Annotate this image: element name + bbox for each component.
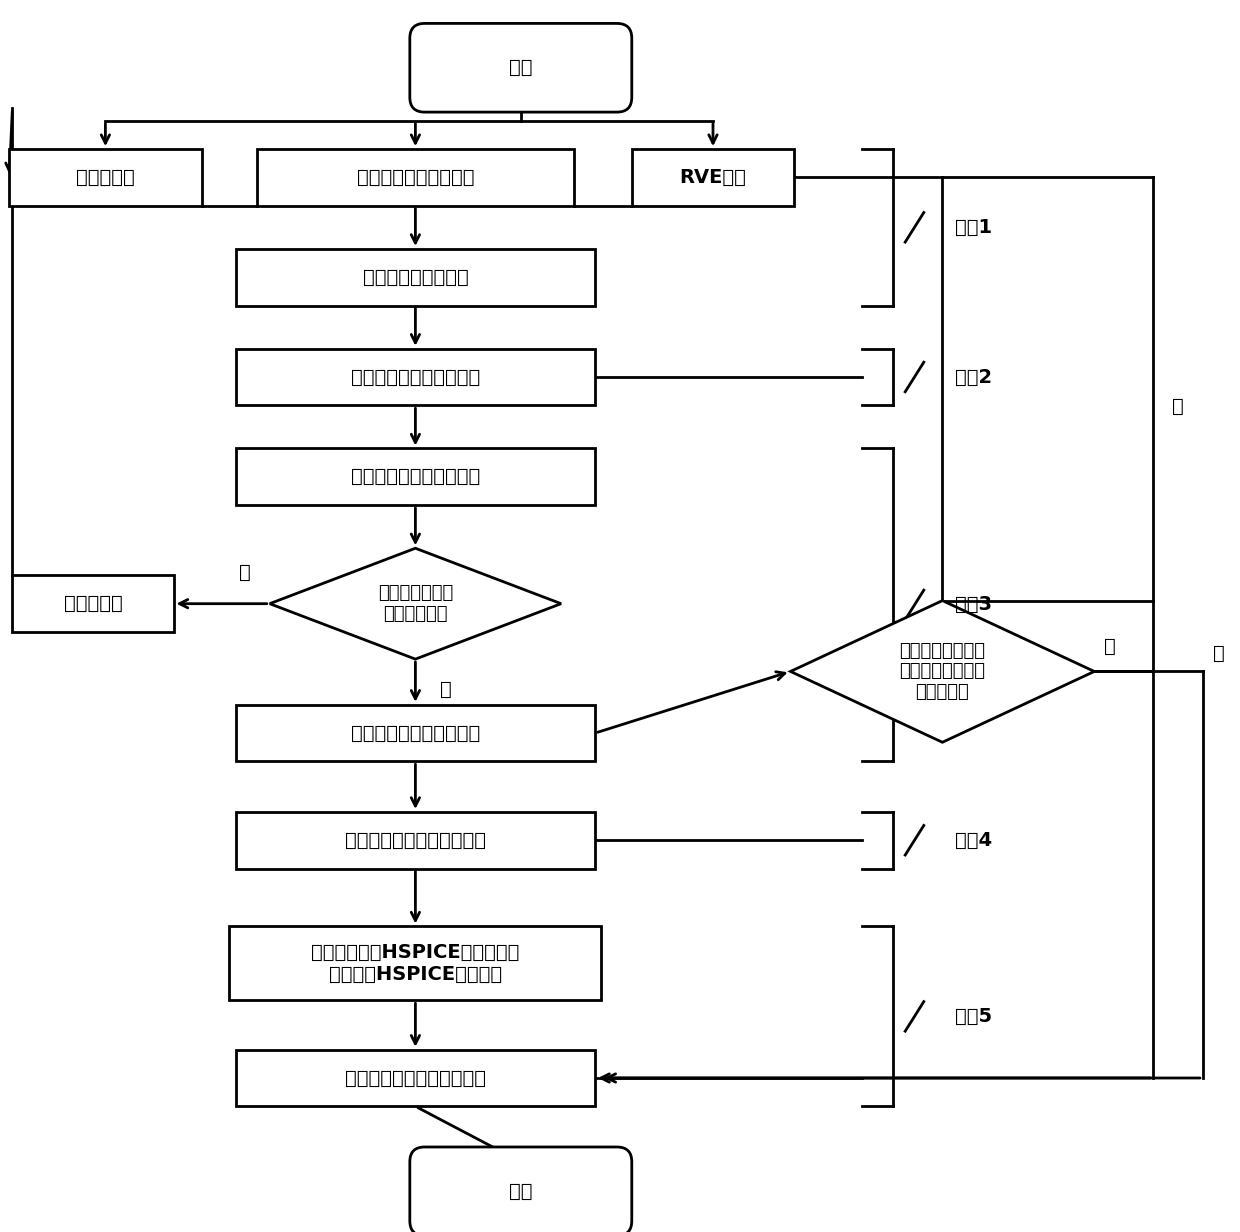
Text: 纳米线几何参数的确定: 纳米线几何参数的确定: [357, 168, 474, 187]
Bar: [12, 575, 174, 632]
Text: 获得渗流概率和渗流阈值: 获得渗流概率和渗流阈值: [351, 723, 480, 743]
Bar: [236, 1050, 595, 1106]
Text: 步骤1: 步骤1: [955, 218, 992, 237]
Text: 否: 否: [1172, 397, 1183, 416]
Bar: [236, 705, 595, 761]
Text: 建立纳米线网络模型: 建立纳米线网络模型: [362, 267, 469, 287]
Text: 添加纳米线: 添加纳米线: [63, 594, 123, 614]
Bar: [236, 448, 595, 505]
Text: 开始: 开始: [510, 58, 532, 78]
Text: 纳米线网络有向图的转化: 纳米线网络有向图的转化: [351, 367, 480, 387]
Text: 步骤2: 步骤2: [955, 367, 992, 387]
Bar: [10, 149, 201, 206]
Text: 否: 否: [239, 563, 250, 583]
Text: 纳米线密度: 纳米线密度: [76, 168, 135, 187]
FancyBboxPatch shape: [409, 23, 631, 112]
Text: RVE大小: RVE大小: [680, 168, 746, 187]
Text: 纳米线网络的HSPICE网表电路描
述，运行HSPICE仿真分析: 纳米线网络的HSPICE网表电路描 述，运行HSPICE仿真分析: [311, 942, 520, 984]
Bar: [236, 349, 595, 405]
Bar: [229, 926, 601, 1000]
Text: 判断纳米线网络的连通性: 判断纳米线网络的连通性: [351, 467, 480, 487]
Bar: [258, 149, 573, 206]
Text: 结束: 结束: [510, 1181, 532, 1201]
Bar: [632, 149, 794, 206]
Bar: [236, 249, 595, 306]
Bar: [236, 812, 595, 869]
Text: 获得纳米线网络的电学行为: 获得纳米线网络的电学行为: [345, 1068, 486, 1088]
Text: 是: 是: [1213, 643, 1224, 663]
Text: 纳米线网络渗流阈
值和电学行为是否
具有稳定性: 纳米线网络渗流阈 值和电学行为是否 具有稳定性: [899, 642, 986, 701]
Text: 步骤4: 步骤4: [955, 830, 992, 850]
Polygon shape: [791, 600, 1095, 742]
Text: 步骤3: 步骤3: [955, 595, 992, 615]
Text: 建立纳米线网络电路拓扑图: 建立纳米线网络电路拓扑图: [345, 830, 486, 850]
Text: 步骤5: 步骤5: [955, 1007, 992, 1026]
Text: 是: 是: [1105, 637, 1116, 657]
FancyBboxPatch shape: [409, 1147, 631, 1232]
Text: 是: 是: [440, 680, 451, 700]
Text: 纳米线网络是否
满足渗流导通: 纳米线网络是否 满足渗流导通: [378, 584, 453, 623]
Polygon shape: [270, 548, 560, 659]
